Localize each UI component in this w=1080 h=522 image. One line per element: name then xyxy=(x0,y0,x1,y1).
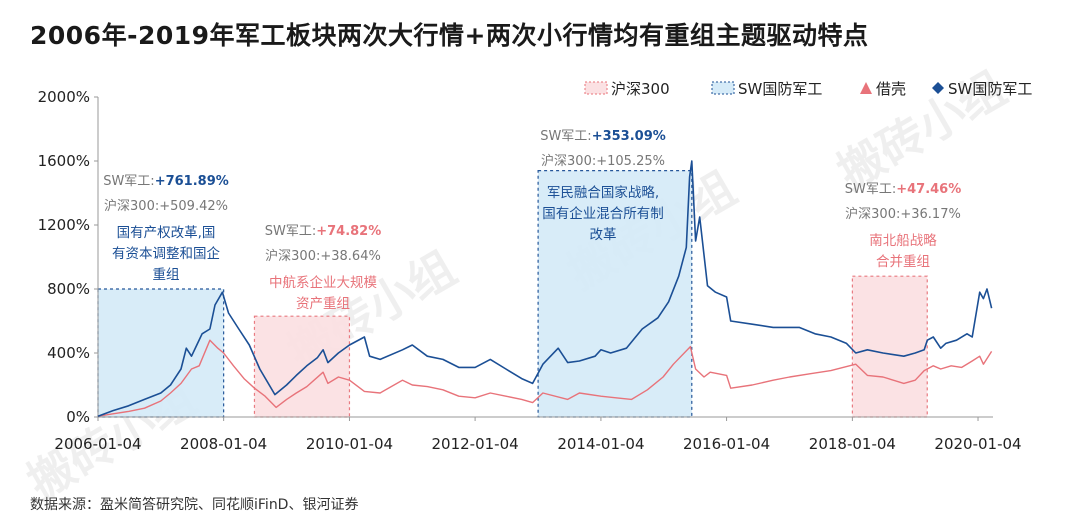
series-line-sw-defense xyxy=(97,160,993,417)
annotation-hs300-label: 沪深300: xyxy=(845,206,900,222)
source-note: 数据来源：盈米简答研究院、同花顺iFinD、银河证券 xyxy=(30,497,359,513)
annotation-theme-text: 国有企业混合所有制 xyxy=(542,205,664,222)
annotation-hs300-change: 沪深300:+105.25% xyxy=(541,153,665,169)
annotation-theme-text: 资产重组 xyxy=(296,296,350,312)
annotation-hs300-value: +105.25% xyxy=(596,154,665,169)
x-tick-label: 2014-01-04 xyxy=(557,435,644,453)
highlight-boxes xyxy=(97,170,928,418)
annotation-sw-change: SW军工:+74.82% xyxy=(265,224,382,239)
y-tick-label: 800% xyxy=(47,280,90,298)
legend-label: 沪深300 xyxy=(611,80,670,98)
highlight-box-4 xyxy=(851,275,928,418)
annotation-sw-value: +74.82% xyxy=(316,224,381,239)
series-line-hs300 xyxy=(97,339,993,417)
highlight-box-2 xyxy=(253,315,351,418)
annotation-theme-text: 国有产权改革,国 xyxy=(117,224,216,241)
annotation-sw-value: +47.46% xyxy=(896,182,961,197)
series-lines xyxy=(97,160,993,417)
annotation-theme-text: 重组 xyxy=(153,267,180,283)
annotation-theme-text: 有资本调整和国企 xyxy=(112,245,220,262)
x-tick-label: 2010-01-04 xyxy=(306,435,393,453)
annotation-hs300-label: 沪深300: xyxy=(265,248,320,264)
annotation-hs300-change: 沪深300:+38.64% xyxy=(265,248,381,264)
annotation-sw-value: +353.09% xyxy=(592,129,666,144)
annotation-sw-value: +761.89% xyxy=(155,174,229,189)
annotation-theme-text: 合并重组 xyxy=(876,254,930,270)
legend-swatch xyxy=(711,81,735,95)
annotation-sw-label: SW军工: xyxy=(540,129,592,144)
highlight-box-1 xyxy=(97,288,225,418)
x-tick-label: 2012-01-04 xyxy=(432,435,519,453)
legend-triangle xyxy=(860,82,872,94)
axes: 0% 400% 800% 1200% 1600% 2000% 2006-01-04 2008-… xyxy=(38,88,1022,453)
x-tick-label: 2020-01-04 xyxy=(934,435,1021,453)
annotation-sw-change: SW军工:+353.09% xyxy=(540,129,666,144)
annotation-hs300-change: 沪深300:+36.17% xyxy=(845,206,961,222)
annotation-sw-change: SW军工:+47.46% xyxy=(845,182,962,197)
y-tick-label: 0% xyxy=(66,408,90,426)
y-tick-label: 1200% xyxy=(38,216,90,234)
x-tick-label: 2018-01-04 xyxy=(809,435,896,453)
annotation-sw-change: SW军工:+761.89% xyxy=(103,174,229,189)
annotation-theme-text: 军民融合国家战略, xyxy=(547,184,659,201)
annotation-hs300-value: +36.17% xyxy=(900,207,960,222)
annotation-sw-label: SW军工: xyxy=(103,174,155,189)
legend: 沪深300 SW国防军工 借壳 SW国防军工 xyxy=(584,80,1032,98)
legend-label: SW国防军工 xyxy=(948,80,1032,98)
y-tick-label: 1600% xyxy=(38,152,90,170)
annotation-hs300-label: 沪深300: xyxy=(541,153,596,169)
annotation-theme-text: 改革 xyxy=(590,227,617,243)
annotation-sw-label: SW军工: xyxy=(845,182,897,197)
x-tick-label: 2016-01-04 xyxy=(683,435,770,453)
x-tick-label: 2006-01-04 xyxy=(54,435,141,453)
annotation-hs300-value: +38.64% xyxy=(320,249,380,264)
legend-label: SW国防军工 xyxy=(738,80,822,98)
annotation-theme-text: 南北船战略 xyxy=(869,233,937,249)
annotation-sw-label: SW军工: xyxy=(265,224,317,239)
legend-label: 借壳 xyxy=(876,80,906,98)
chart-title: 2006年-2019年军工板块两次大行情+两次小行情均有重组主题驱动特点 xyxy=(30,21,869,50)
highlight-box-3 xyxy=(537,170,693,418)
legend-swatch xyxy=(584,81,608,95)
annotations: SW军工:+761.89%沪深300:+509.42%国有产权改革,国有资本调整… xyxy=(103,129,961,312)
annotation-hs300-change: 沪深300:+509.42% xyxy=(104,198,228,214)
y-tick-label: 2000% xyxy=(38,88,90,106)
annotation-theme-text: 中航系企业大规模 xyxy=(269,274,377,291)
legend-diamond xyxy=(932,82,944,94)
y-tick-label: 400% xyxy=(47,344,90,362)
x-tick-label: 2008-01-04 xyxy=(180,435,267,453)
annotation-hs300-value: +509.42% xyxy=(159,199,228,214)
annotation-hs300-label: 沪深300: xyxy=(104,198,159,214)
